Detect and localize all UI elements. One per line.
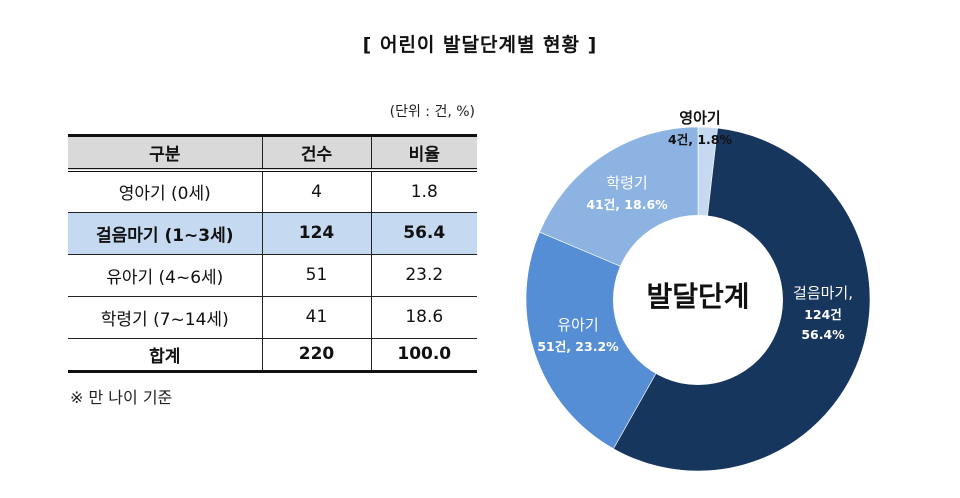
slice-label-toddler: 걸음마기, 124건 56.4% <box>773 281 873 345</box>
slice-name: 걸음마기, <box>793 284 853 302</box>
slice-label-infant: 영아기 4건, 1.8% <box>655 106 745 150</box>
row-label: 유아기 (4~6세) <box>68 254 263 296</box>
slice-detail: 51건, 23.2% <box>537 339 619 354</box>
row-count: 51 <box>261 254 372 296</box>
stats-table: 구분 건수 비율 영아기 (0세) 4 1.8 걸음마기 (1~3세) 124 … <box>68 134 477 373</box>
header-count: 건수 <box>261 135 372 170</box>
donut-center-label: 발달단계 <box>646 280 750 313</box>
total-count: 220 <box>261 338 372 371</box>
table-row: 영아기 (0세) 4 1.8 <box>68 170 477 212</box>
row-ratio: 18.6 <box>370 296 477 338</box>
slice-name: 학령기 <box>606 174 648 192</box>
table-row-highlighted: 걸음마기 (1~3세) 124 56.4 <box>68 212 477 254</box>
row-label: 학령기 (7~14세) <box>68 296 263 338</box>
unit-label: (단위 : 건, %) <box>389 104 475 120</box>
row-ratio: 23.2 <box>370 254 477 296</box>
row-count: 4 <box>261 170 372 212</box>
slice-label-school: 학령기 41건, 18.6% <box>575 171 679 215</box>
slice-name: 영아기 <box>679 109 721 127</box>
table-row: 유아기 (4~6세) 51 23.2 <box>68 254 477 296</box>
header-category: 구분 <box>68 135 263 170</box>
slice-detail: 41건, 18.6% <box>586 197 668 212</box>
slice-label-preschool: 유아기 51건, 23.2% <box>528 313 628 357</box>
slice-detail-percent: 56.4% <box>801 327 845 342</box>
total-label: 합계 <box>68 338 263 371</box>
donut-hole <box>613 215 783 385</box>
table-total-row: 합계 220 100.0 <box>68 338 477 371</box>
slice-detail: 4건, 1.8% <box>668 132 732 147</box>
row-ratio: 56.4 <box>370 212 477 254</box>
header-ratio: 비율 <box>370 135 477 170</box>
slice-name: 유아기 <box>557 316 599 334</box>
total-ratio: 100.0 <box>370 338 477 371</box>
footnote: ※ 만 나이 기준 <box>70 388 173 407</box>
table-header-row: 구분 건수 비율 <box>68 135 477 170</box>
row-label: 걸음마기 (1~3세) <box>68 212 263 254</box>
row-ratio: 1.8 <box>370 170 477 212</box>
slice-detail-count: 124건 <box>804 307 842 322</box>
page-title: [ 어린이 발달단계별 현황 ] <box>362 34 598 56</box>
table-row: 학령기 (7~14세) 41 18.6 <box>68 296 477 338</box>
row-count: 41 <box>261 296 372 338</box>
row-count: 124 <box>261 212 372 254</box>
